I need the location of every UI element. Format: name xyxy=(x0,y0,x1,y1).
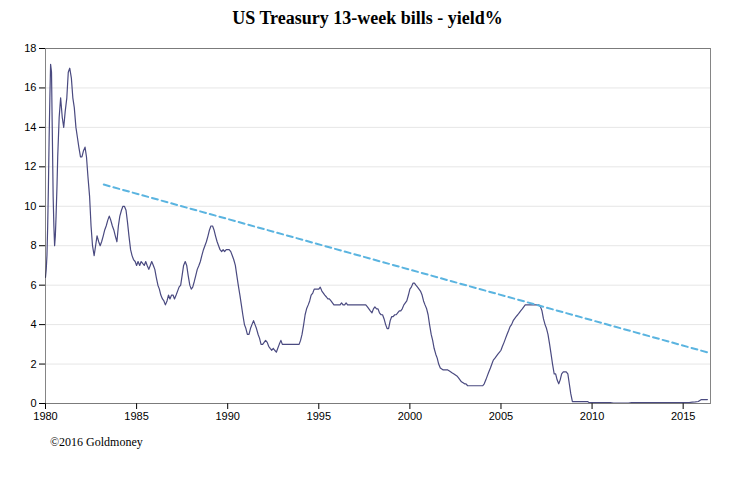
svg-text:1990: 1990 xyxy=(215,410,239,422)
svg-text:2: 2 xyxy=(30,358,36,370)
svg-text:0: 0 xyxy=(30,397,36,409)
svg-text:1980: 1980 xyxy=(33,410,57,422)
svg-text:1985: 1985 xyxy=(124,410,148,422)
svg-text:14: 14 xyxy=(24,121,36,133)
svg-text:10: 10 xyxy=(24,200,36,212)
svg-text:8: 8 xyxy=(30,239,36,251)
svg-text:16: 16 xyxy=(24,81,36,93)
html-text:©2016 Goldmoney: ©2016 Goldmoney xyxy=(50,435,143,449)
svg-text:6: 6 xyxy=(30,279,36,291)
svg-text:12: 12 xyxy=(24,160,36,172)
svg-text:2010: 2010 xyxy=(580,410,604,422)
svg-text:2000: 2000 xyxy=(398,410,422,422)
svg-text:4: 4 xyxy=(30,318,36,330)
html-text:US Treasury 13-week bills - yi: US Treasury 13-week bills - yield% xyxy=(232,8,503,28)
svg-text:18: 18 xyxy=(24,42,36,54)
svg-text:1995: 1995 xyxy=(307,410,331,422)
svg-text:2015: 2015 xyxy=(671,410,695,422)
svg-text:2005: 2005 xyxy=(489,410,513,422)
